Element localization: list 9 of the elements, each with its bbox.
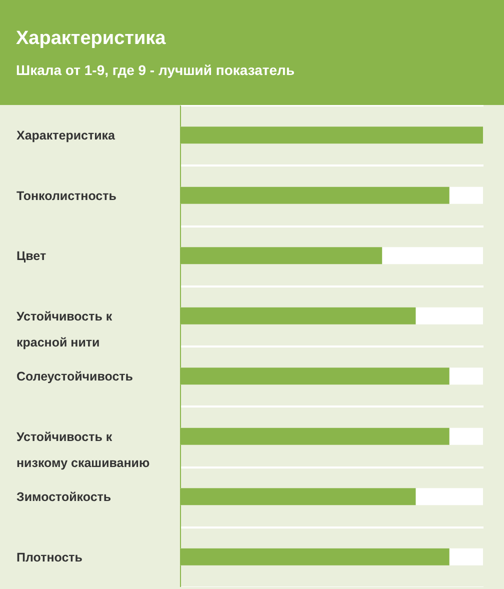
y-tick-label: Устойчивость к красной нити: [16, 309, 113, 350]
y-tick-label: Характеристика: [16, 128, 116, 143]
y-tick-label: Устойчивость к низкому скашиванию: [16, 430, 150, 470]
chart-subtitle: Шкала от 1-9, где 9 - лучший показатель: [16, 62, 296, 78]
y-tick-label: Солеустойчивость: [16, 370, 134, 384]
y-tick-label: Цвет: [16, 249, 46, 264]
y-tick-label: Тонколистность: [16, 188, 117, 203]
y-tick-label: Зимостойкость: [16, 490, 112, 504]
y-tick-label: Плотность: [16, 550, 83, 564]
